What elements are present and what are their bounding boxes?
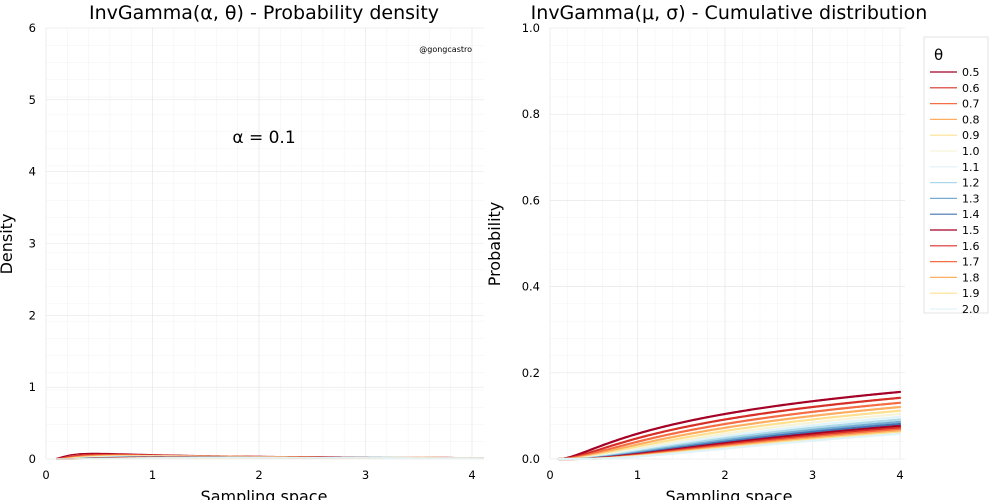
curve-theta-0_7 xyxy=(557,401,902,461)
cdf-x-label: Sampling space xyxy=(666,487,793,500)
legend-label: 0.8 xyxy=(962,113,980,126)
legend-items: 0.5 0.6 0.7 0.8 0.9 1.0 1.1 1.2 1.3 1.4 1.5 1.6 1.7 1… xyxy=(930,66,980,316)
legend-label: 0.9 xyxy=(962,129,980,142)
y-tick-label: 0.6 xyxy=(522,193,540,207)
legend-label: 1.5 xyxy=(962,224,980,237)
curve-theta-2 xyxy=(557,432,902,461)
y-tick-label: 0.4 xyxy=(522,280,540,294)
x-tick-label: 3 xyxy=(362,468,369,482)
x-tick-label: 1 xyxy=(149,468,156,482)
y-tick-label: 2 xyxy=(29,308,36,322)
y-tick-label: 4 xyxy=(29,165,36,179)
y-tick-label: 0 xyxy=(29,452,36,466)
y-tick-label: 5 xyxy=(29,93,36,107)
legend: θ 0.5 0.6 0.7 0.8 0.9 1.0 1.1 1.2 1.3 1.4 1.5 1.6 1.… xyxy=(923,36,989,316)
legend-label: 1.0 xyxy=(962,145,980,158)
alpha-annotation: α = 0.1 xyxy=(232,128,295,148)
legend-label: 0.6 xyxy=(962,82,980,95)
legend-title: θ xyxy=(934,46,943,64)
curve-theta-0_8 xyxy=(557,405,902,461)
x-tick-label: 4 xyxy=(896,468,903,482)
curve-theta-2 xyxy=(56,456,484,460)
curve-theta-0_6 xyxy=(557,396,902,461)
x-tick-label: 4 xyxy=(468,468,475,482)
x-tick-label: 0 xyxy=(546,468,553,482)
density-grid xyxy=(45,27,484,460)
density-panel: 0 1 2 3 4 0 1 2 3 4 5 6 InvGamma(α, θ) - Probabili… xyxy=(0,2,484,500)
y-tick-label: 1.0 xyxy=(522,21,540,35)
legend-label: 1.8 xyxy=(962,271,980,284)
legend-label: 1.4 xyxy=(962,208,980,221)
y-tick-label: 6 xyxy=(29,21,36,35)
legend-label: 0.5 xyxy=(962,66,980,79)
density-x-label: Sampling space xyxy=(201,487,328,500)
legend-label: 1.3 xyxy=(962,192,980,205)
cdf-panel: 0 1 2 3 4 0.0 0.2 0.4 0.6 0.8 1.0 InvGamma(μ, σ) … xyxy=(485,2,927,500)
curve-theta-0_9 xyxy=(557,409,902,461)
legend-label: 1.6 xyxy=(962,240,980,253)
legend-label: 0.7 xyxy=(962,98,980,111)
cdf-grid xyxy=(549,27,905,460)
x-tick-label: 0 xyxy=(42,468,49,482)
legend-label: 1.9 xyxy=(962,287,980,300)
density-x-ticks: 0 1 2 3 4 xyxy=(42,468,475,482)
y-tick-label: 0.2 xyxy=(522,366,540,380)
credit-label: @gongcastro xyxy=(419,45,472,54)
density-title: InvGamma(α, θ) - Probability density xyxy=(89,2,439,24)
x-tick-label: 1 xyxy=(634,468,641,482)
x-tick-label: 2 xyxy=(721,468,728,482)
cdf-title: InvGamma(μ, σ) - Cumulative distribution xyxy=(531,2,928,24)
x-tick-label: 2 xyxy=(255,468,262,482)
x-tick-label: 3 xyxy=(809,468,816,482)
legend-label: 1.2 xyxy=(962,177,980,190)
cdf-x-ticks: 0 1 2 3 4 xyxy=(546,468,903,482)
legend-label: 2.0 xyxy=(962,303,980,316)
y-tick-label: 0.8 xyxy=(522,107,540,121)
y-tick-label: 1 xyxy=(29,380,36,394)
density-y-label: Density xyxy=(0,214,16,275)
cdf-y-label: Probability xyxy=(485,202,504,287)
y-tick-label: 3 xyxy=(29,237,36,251)
cdf-y-ticks: 0.0 0.2 0.4 0.6 0.8 1.0 xyxy=(522,21,540,466)
legend-label: 1.1 xyxy=(962,161,980,174)
y-tick-label: 0.0 xyxy=(522,452,540,466)
curve-theta-0_5 xyxy=(557,390,902,461)
legend-label: 1.7 xyxy=(962,256,980,269)
density-curves xyxy=(56,452,484,460)
density-y-ticks: 0 1 2 3 4 5 6 xyxy=(29,21,36,466)
cdf-curves xyxy=(557,390,902,461)
legend-box xyxy=(923,36,989,314)
